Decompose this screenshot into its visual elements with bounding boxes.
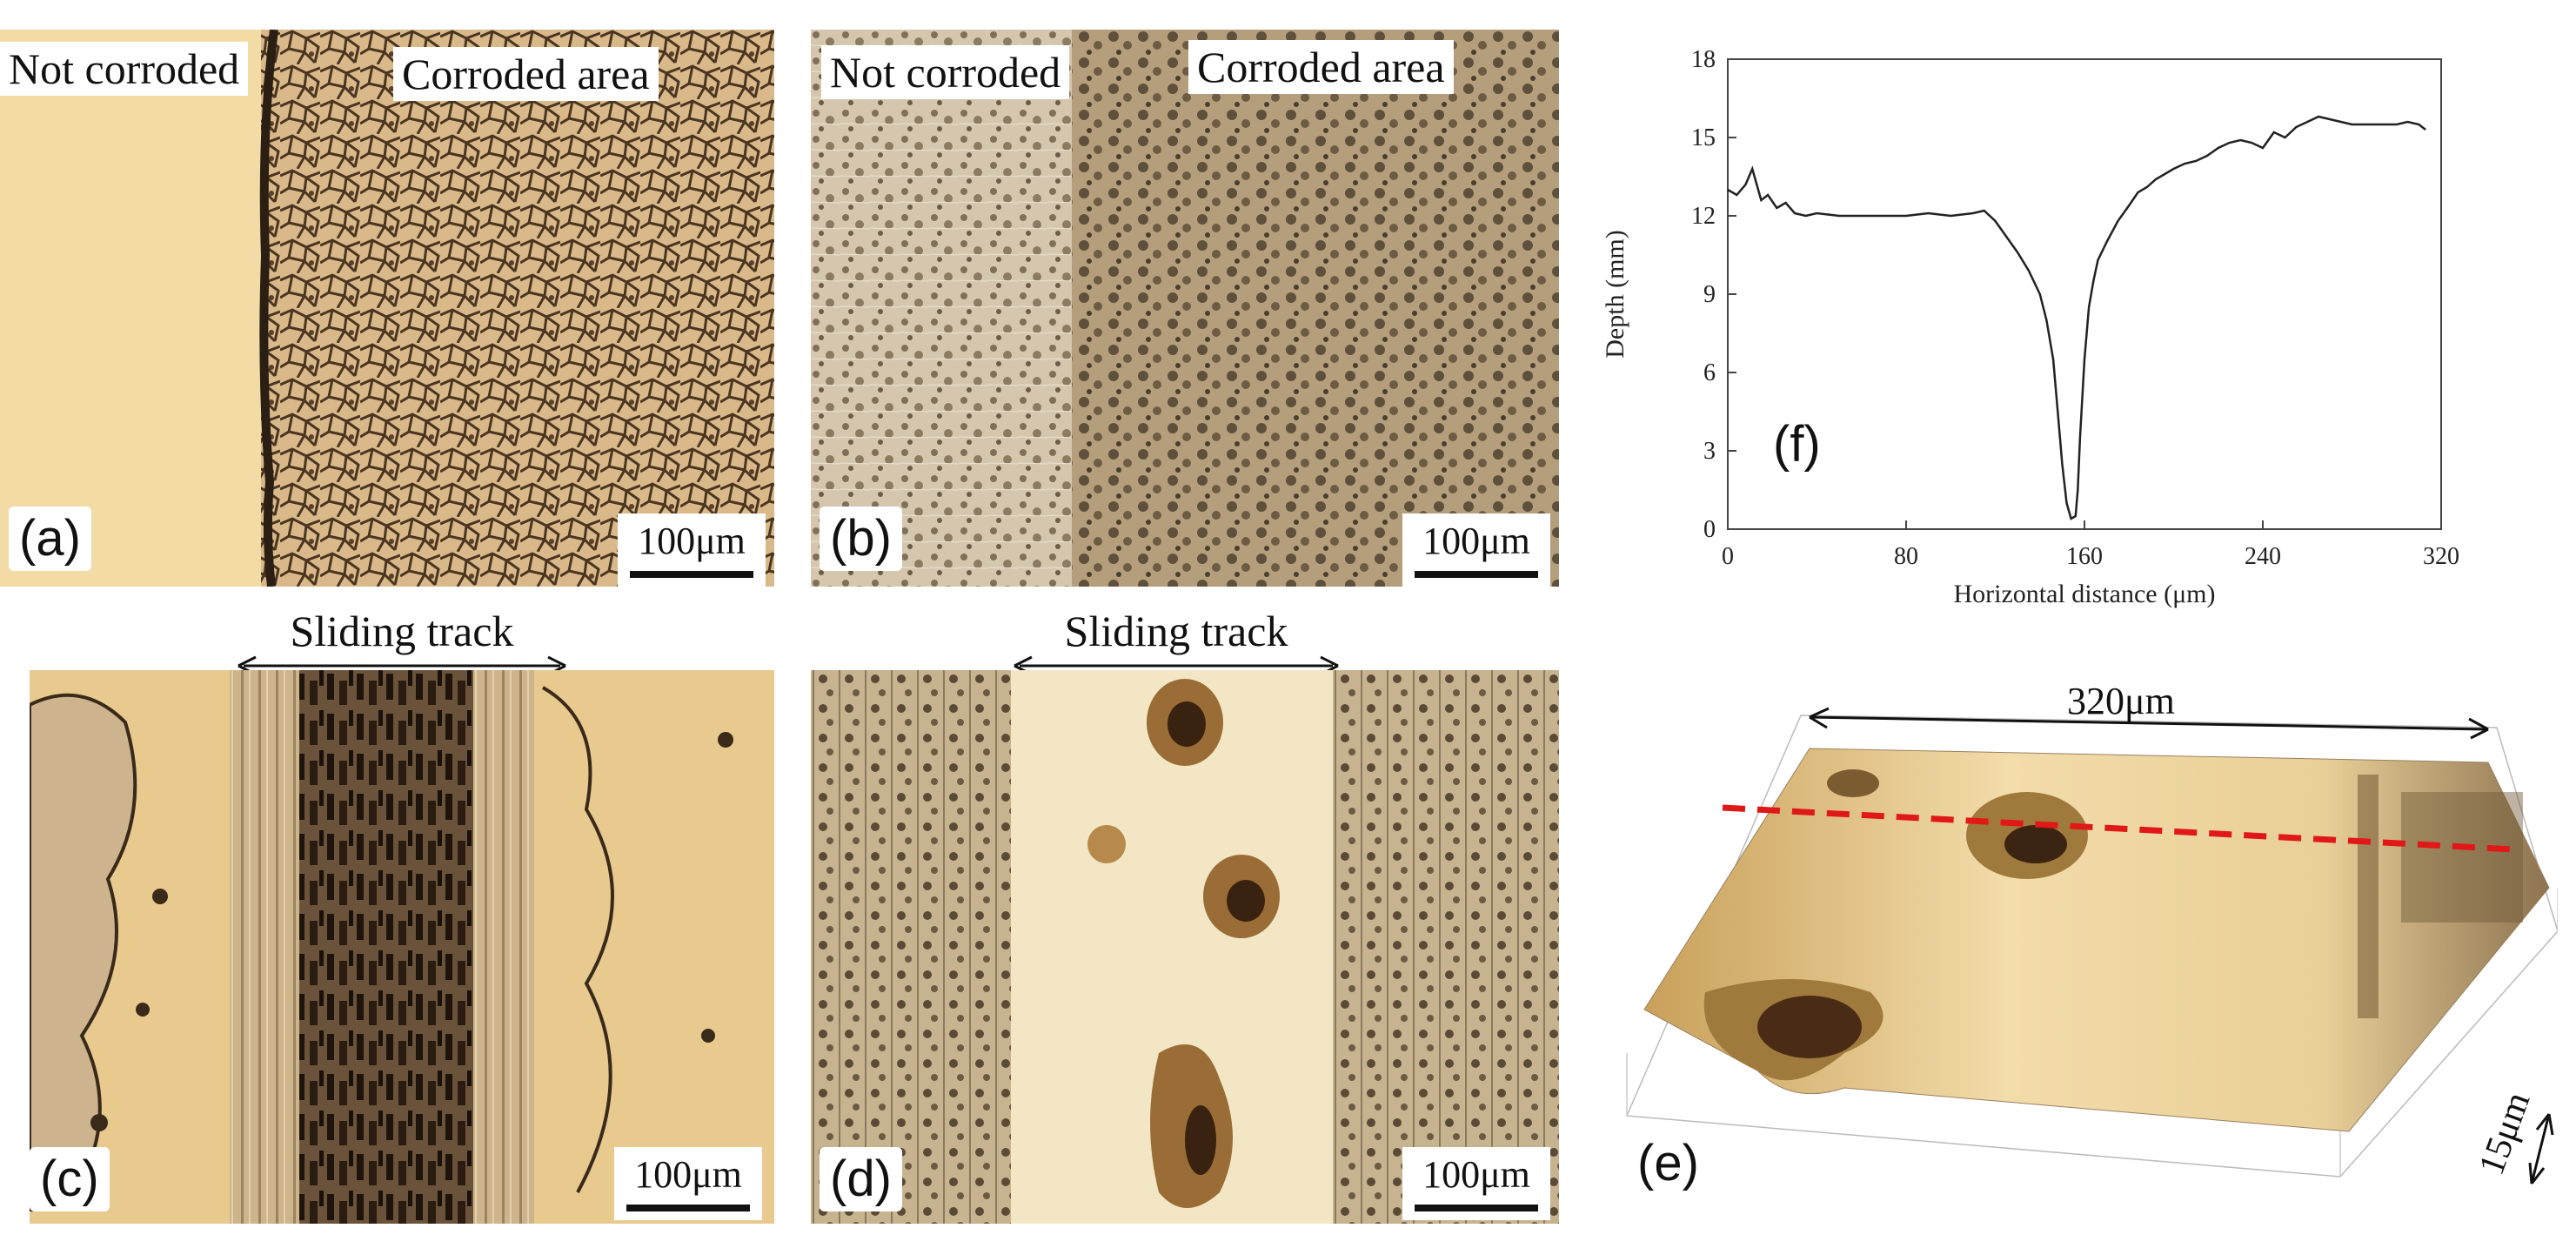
y-tick-label: 6 xyxy=(1703,359,1716,386)
corroded-area-label-a: Corroded area xyxy=(393,47,659,101)
micrograph-panel-b: Not corroded Corroded area (b) 100μm xyxy=(811,30,1559,587)
y-tick-label: 12 xyxy=(1691,203,1716,230)
depth-series-line xyxy=(1727,115,2426,520)
scale-bar-b: 100μm xyxy=(1402,513,1550,587)
micrograph-panel-c: (c) 100μm xyxy=(30,670,774,1224)
panel-tag-f: (f) xyxy=(1773,416,1821,473)
panel-tag-b: (b) xyxy=(820,507,902,571)
corrosion-texture-b xyxy=(811,30,1559,587)
surface-3d-render xyxy=(1625,707,2558,1185)
width-dimension-label: 320μm xyxy=(2067,680,2175,722)
not-corroded-label-a: Not corroded xyxy=(0,42,249,96)
wear-track-texture-d xyxy=(811,670,1559,1224)
x-tick-label: 80 xyxy=(1894,543,1918,570)
wear-track-texture-c xyxy=(30,670,774,1224)
sliding-track-label-c: Sliding track xyxy=(237,606,567,676)
not-corroded-label-b: Not corroded xyxy=(821,45,1070,99)
scale-bar-label-d: 100μm xyxy=(1422,1153,1530,1196)
x-tick-label: 240 xyxy=(2245,543,2281,570)
scale-bar-line-d xyxy=(1415,1205,1538,1211)
y-tick-label: 0 xyxy=(1703,516,1716,543)
corrosion-texture-a xyxy=(0,30,774,587)
micrograph-panel-a: Not corroded Corroded area (a) 100μm xyxy=(0,30,774,587)
micrograph-panel-d: (d) 100μm xyxy=(811,670,1559,1224)
surface-3d-panel: 320μm 15μm (e) xyxy=(1592,679,2558,1253)
plot-frame xyxy=(1727,58,2442,530)
y-tick-label: 9 xyxy=(1703,281,1716,308)
y-axis: 0 3 6 9 12 15 18 xyxy=(1691,46,1736,543)
panel-tag-c: (c) xyxy=(30,1147,110,1211)
scale-bar-d: 100μm xyxy=(1402,1147,1550,1220)
corroded-area-label-b: Corroded area xyxy=(1188,40,1454,94)
panel-tag-a: (a) xyxy=(9,507,91,571)
scale-bar-c: 100μm xyxy=(614,1147,762,1220)
scale-bar-a: 100μm xyxy=(618,513,766,587)
y-tick-label: 18 xyxy=(1691,46,1716,73)
y-tick-label: 3 xyxy=(1703,438,1716,465)
x-axis: 0 80 160 240 320 xyxy=(1722,520,2459,570)
panel-tag-d: (d) xyxy=(820,1147,902,1211)
panel-tag-e: (e) xyxy=(1637,1135,1699,1191)
y-tick-label: 15 xyxy=(1691,124,1716,151)
x-tick-label: 160 xyxy=(2066,543,2103,570)
depth-profile-chart: 0 3 6 9 12 15 18 0 80 160 240 320 Depth (mm) Horiz… xyxy=(1583,17,2558,618)
scale-bar-label-c: 100μm xyxy=(634,1153,742,1196)
sliding-track-label-d: Sliding track xyxy=(1013,606,1340,676)
x-tick-label: 320 xyxy=(2423,543,2459,570)
scale-bar-label-a: 100μm xyxy=(638,520,746,562)
sliding-track-text-d: Sliding track xyxy=(1064,607,1288,655)
y-axis-label: Depth (mm) xyxy=(1601,230,1629,358)
x-axis-label: Horizontal distance (μm) xyxy=(1954,580,2216,608)
depth-profile-svg: 0 3 6 9 12 15 18 0 80 160 240 320 Depth (mm) Horiz… xyxy=(1601,46,2459,608)
scale-bar-line-a xyxy=(630,571,753,578)
x-tick-label: 0 xyxy=(1722,543,1734,570)
sliding-track-text-c: Sliding track xyxy=(290,607,514,655)
scale-bar-line-b xyxy=(1415,571,1538,578)
scale-bar-label-b: 100μm xyxy=(1422,520,1530,562)
scale-bar-line-c xyxy=(626,1205,750,1211)
